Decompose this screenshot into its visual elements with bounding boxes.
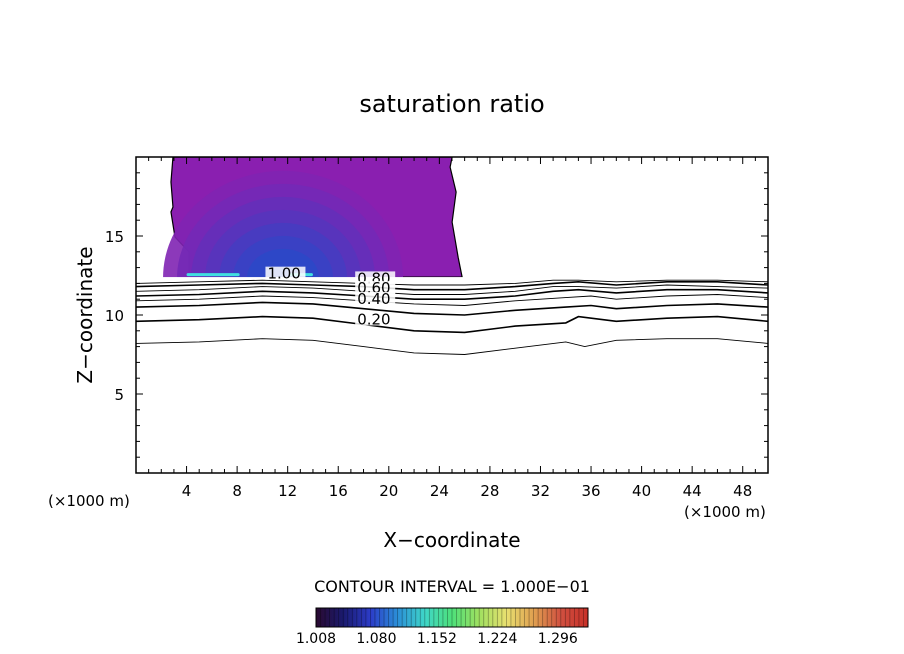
y-axis-label: Z−coordinate xyxy=(73,246,97,383)
contour-line-0.9 xyxy=(136,279,768,286)
contour-label-bg xyxy=(355,280,396,294)
chart-title: saturation ratio xyxy=(359,90,544,118)
colorbar-tick-label: 1.080 xyxy=(356,631,396,647)
x-axis-ticks: 4 8 12 16 20 24 28 32 36 40 44 48 xyxy=(148,157,756,500)
core-streak xyxy=(186,273,240,277)
y-tick-label: 15 xyxy=(105,228,124,246)
colorbar: 1.008 1.080 1.152 1.224 1.296 xyxy=(296,607,589,647)
colorbar-tick-label: 1.224 xyxy=(477,631,517,647)
x-tick-label: 12 xyxy=(278,482,297,500)
contour-line-0.6 xyxy=(136,288,768,300)
x-unit-label-left: (×1000 m) xyxy=(48,492,130,510)
below-cloud-mask xyxy=(136,277,768,473)
contour-line-0.5 xyxy=(136,294,768,306)
contour-line-0.1 xyxy=(136,338,768,355)
x-tick-label: 44 xyxy=(683,482,702,500)
contour-label: 0.40 xyxy=(357,290,390,308)
x-tick-label: 4 xyxy=(182,482,192,500)
x-tick-label: 8 xyxy=(232,482,242,500)
x-unit-label-right: (×1000 m) xyxy=(684,503,766,521)
contour-label: 1.00 xyxy=(267,265,300,283)
colorbar-tick-label: 1.008 xyxy=(296,631,336,647)
y-tick-label: 5 xyxy=(114,386,124,404)
y-axis-ticks: 5 10 15 xyxy=(105,172,768,458)
contour-interval-text: CONTOUR INTERVAL = 1.000E−01 xyxy=(314,577,590,596)
contour-labels: 1.00 0.800.600.400.20 xyxy=(265,265,396,328)
x-tick-label: 28 xyxy=(480,482,499,500)
colorbar-tick-labels: 1.008 1.080 1.152 1.224 1.296 xyxy=(296,631,578,647)
x-tick-label: 24 xyxy=(430,482,449,500)
x-tick-label: 36 xyxy=(581,482,600,500)
colorbar-gradient xyxy=(315,607,589,628)
colorbar-tick-label: 1.152 xyxy=(417,631,457,647)
x-tick-label: 40 xyxy=(632,482,651,500)
x-tick-label: 16 xyxy=(329,482,348,500)
x-tick-label: 48 xyxy=(733,482,752,500)
x-tick-label: 20 xyxy=(379,482,398,500)
contour-line-0.4 xyxy=(136,301,768,316)
colorbar-tick-label: 1.296 xyxy=(538,631,578,647)
plot-area: 1.00 0.800.600.400.20 4 8 12 16 20 24 28 32 36 40 4… xyxy=(105,156,769,500)
contour-label-bg xyxy=(355,312,396,326)
colorbar-stripes xyxy=(320,608,584,627)
contour-line-0.8 xyxy=(136,280,768,291)
contour-line-0.7 xyxy=(136,284,768,295)
contour-label-bg xyxy=(265,266,306,280)
y-tick-label: 10 xyxy=(105,307,124,325)
contour-label: 0.20 xyxy=(357,310,390,328)
contour-lines xyxy=(136,279,768,355)
x-tick-label: 32 xyxy=(531,482,550,500)
contour-line-0.2 xyxy=(136,315,768,334)
contour-label-bg xyxy=(355,291,396,305)
x-axis-label: X−coordinate xyxy=(383,528,520,552)
